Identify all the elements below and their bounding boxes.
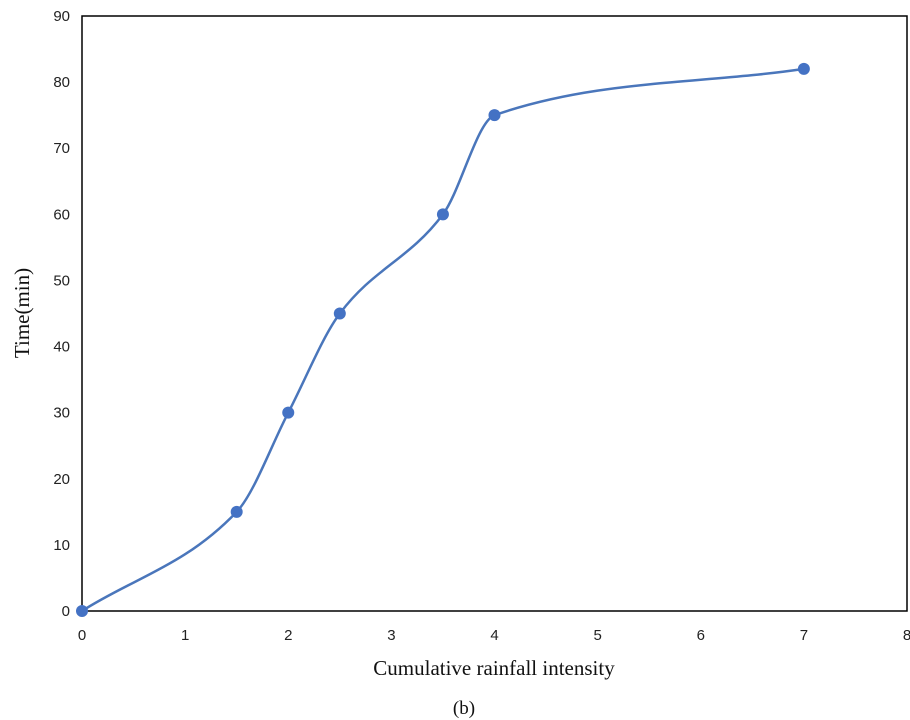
y-tick-label: 50 [53,272,70,289]
x-tick-label: 2 [284,627,292,644]
y-tick-label: 80 [53,74,70,91]
data-point [282,406,295,419]
y-tick-label: 20 [53,471,70,488]
data-point [333,307,346,320]
x-tick-label: 4 [490,627,498,644]
y-tick-labels: 0 10 20 30 40 50 60 70 80 90 [53,8,70,620]
y-tick-label: 60 [53,206,70,223]
x-tick-labels: 0 1 2 3 4 5 6 7 8 [78,627,910,644]
data-point [436,208,449,221]
y-tick-label: 40 [53,339,70,356]
y-axis-title: Time(min) [10,268,34,358]
x-axis-title: Cumulative rainfall intensity [373,656,615,680]
x-tick-label: 3 [387,627,395,644]
data-point [488,109,501,122]
data-point [230,505,243,518]
x-tick-label: 1 [181,627,189,644]
y-tick-label: 70 [53,140,70,157]
x-tick-label: 0 [78,627,86,644]
x-tick-label: 6 [697,627,705,644]
data-point [797,62,810,75]
y-tick-label: 0 [62,603,70,620]
x-tick-label: 7 [800,627,808,644]
figure-caption: (b) [453,698,475,719]
x-tick-label: 8 [903,627,910,644]
data-points [76,62,810,617]
y-tick-label: 90 [53,8,70,25]
series-line [81,67,805,613]
x-tick-label: 5 [593,627,601,644]
y-tick-label: 10 [53,537,70,554]
y-tick-label: 30 [53,405,70,422]
plot-area-frame [81,15,908,612]
data-point [76,605,88,617]
